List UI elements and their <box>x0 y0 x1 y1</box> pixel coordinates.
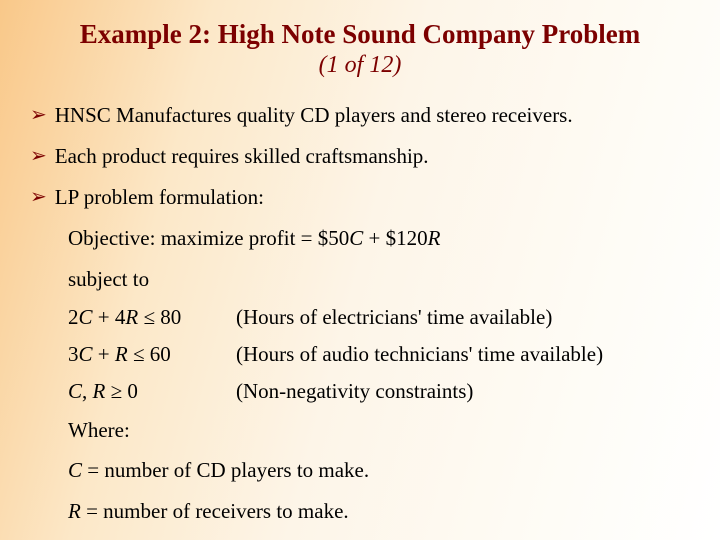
var-c: C <box>68 379 82 403</box>
var-r: R <box>93 379 106 403</box>
bullet-item: ➢ HNSC Manufactures quality CD players a… <box>30 101 690 130</box>
bullet-item: ➢ Each product requires skilled craftsma… <box>30 142 690 171</box>
bound: ≤ 60 <box>128 342 171 366</box>
coef: + 4 <box>93 305 126 329</box>
arrow-icon: ➢ <box>30 183 47 212</box>
objective-mid: + $120 <box>363 226 427 250</box>
slide-container: Example 2: High Note Sound Company Probl… <box>0 0 720 540</box>
bound: ≥ 0 <box>105 379 138 403</box>
arrow-icon: ➢ <box>30 101 47 130</box>
bound: ≤ 80 <box>138 305 181 329</box>
var-r: R <box>68 499 81 523</box>
arrow-icon: ➢ <box>30 142 47 171</box>
bullet-text: Each product requires skilled craftsmans… <box>55 142 429 170</box>
coef: 3 <box>68 342 79 366</box>
sep: , <box>82 379 93 403</box>
slide-subtitle: (1 of 12) <box>30 52 690 79</box>
bullet-text: LP problem formulation: <box>55 183 264 211</box>
var-c: C <box>79 305 93 329</box>
constraint-row: C, R ≥ 0 (Non-negativity constraints) <box>68 379 690 404</box>
def-text: = number of receivers to make. <box>81 499 349 523</box>
constraint-lhs: 2C + 4R ≤ 80 <box>68 305 236 330</box>
var-r: R <box>125 305 138 329</box>
constraint-row: 2C + 4R ≤ 80 (Hours of electricians' tim… <box>68 305 690 330</box>
var-c: C <box>68 458 82 482</box>
objective-line: Objective: maximize profit = $50C + $120… <box>68 224 690 252</box>
var-c: C <box>79 342 93 366</box>
coef: + <box>93 342 115 366</box>
where-label: Where: <box>68 416 690 444</box>
slide-title: Example 2: High Note Sound Company Probl… <box>30 18 690 50</box>
constraint-row: 3C + R ≤ 60 (Hours of audio technicians'… <box>68 342 690 367</box>
coef: 2 <box>68 305 79 329</box>
constraint-desc: (Hours of audio technicians' time availa… <box>236 342 603 367</box>
var-c: C <box>349 226 363 250</box>
def-r: R = number of receivers to make. <box>68 497 690 525</box>
bullet-item: ➢ LP problem formulation: <box>30 183 690 212</box>
subject-to: subject to <box>68 265 690 293</box>
var-r: R <box>428 226 441 250</box>
var-r: R <box>115 342 128 366</box>
def-text: = number of CD players to make. <box>82 458 369 482</box>
constraint-lhs: 3C + R ≤ 60 <box>68 342 236 367</box>
constraint-desc: (Hours of electricians' time available) <box>236 305 552 330</box>
bullet-text: HNSC Manufactures quality CD players and… <box>55 101 573 129</box>
constraint-desc: (Non-negativity constraints) <box>236 379 473 404</box>
def-c: C = number of CD players to make. <box>68 456 690 484</box>
objective-prefix: Objective: maximize profit = $50 <box>68 226 349 250</box>
constraint-lhs: C, R ≥ 0 <box>68 379 236 404</box>
